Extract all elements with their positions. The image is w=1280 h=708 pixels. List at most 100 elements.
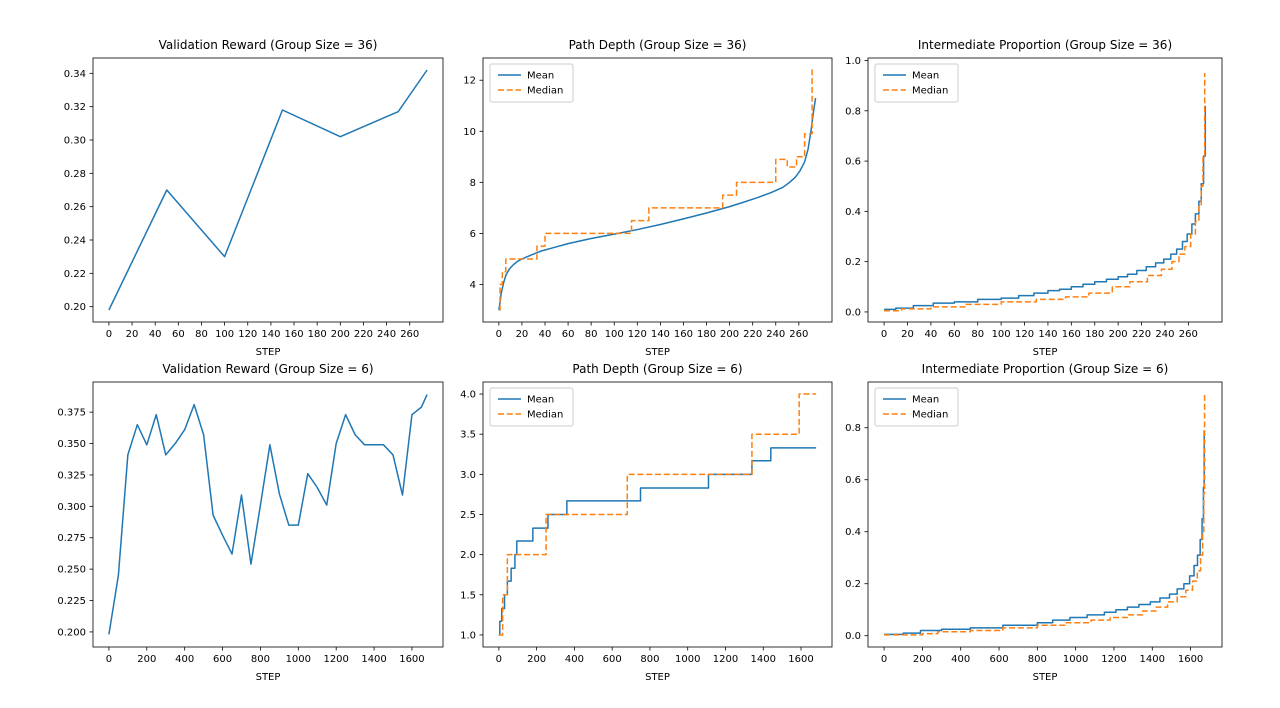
legend-box: [489, 63, 574, 103]
x-tick-label: 160: [284, 329, 303, 340]
x-tick-label: 140: [651, 329, 670, 340]
x-tick-label: 80: [195, 329, 208, 340]
x-tick-label: 220: [1132, 329, 1151, 340]
y-tick-label: 2.5: [460, 510, 476, 521]
y-tick-label: 0.2: [845, 257, 861, 268]
x-tick-label: 0: [106, 329, 112, 340]
x-tick-label: 60: [948, 329, 961, 340]
y-tick-label: 0.28: [64, 169, 86, 180]
chart-intermediate-proportion-group-size-6: Intermediate Proportion (Group Size = 6)…: [845, 362, 1223, 683]
x-tick-label: 1200: [1101, 654, 1126, 665]
x-tick-label: 1200: [323, 654, 348, 665]
y-tick-label: 0.4: [845, 527, 861, 538]
legend-label: Median: [912, 410, 948, 421]
y-tick-label: 0.250: [57, 565, 86, 576]
x-tick-label: 200: [1109, 329, 1128, 340]
x-tick-label: 200: [137, 654, 156, 665]
y-tick-label: 0.20: [64, 302, 86, 313]
y-tick-label: 0.30: [64, 136, 86, 147]
x-tick-label: 1000: [1063, 654, 1088, 665]
x-tick-label: 260: [400, 329, 419, 340]
y-tick-label: 0.4: [845, 207, 861, 218]
y-tick-label: 0.8: [845, 423, 861, 434]
legend-label: Median: [912, 86, 948, 97]
x-tick-label: 400: [175, 654, 194, 665]
x-tick-label: 0: [881, 329, 887, 340]
legend-box: [489, 387, 574, 427]
y-tick-label: 0.225: [57, 596, 86, 607]
chart-intermediate-proportion-group-size-36: Intermediate Proportion (Group Size = 36…: [845, 38, 1223, 358]
chart-path-depth-group-size-6: Path Depth (Group Size = 6) STEP 0 200 400 60…: [460, 362, 833, 683]
x-tick-label: 800: [640, 654, 659, 665]
x-tick-label: 140: [1038, 329, 1057, 340]
legend-box: [874, 63, 959, 103]
chart-title: Path Depth (Group Size = 36): [569, 38, 747, 52]
x-tick-label: 260: [789, 329, 808, 340]
legend-label: Mean: [527, 395, 554, 406]
x-tick-label: 600: [603, 654, 622, 665]
mean-line: [498, 97, 817, 311]
x-tick-label: 180: [308, 329, 327, 340]
x-tick-label: 20: [516, 329, 529, 340]
y-tick-label: 12: [463, 76, 476, 87]
x-tick-label: 0: [881, 654, 887, 665]
y-tick-label: 3.5: [460, 430, 476, 441]
y-tick-label: 8: [470, 178, 476, 189]
x-tick-label: 600: [213, 654, 232, 665]
x-axis-label: STEP: [256, 672, 281, 683]
x-tick-label: 20: [901, 329, 914, 340]
x-tick-label: 400: [565, 654, 584, 665]
x-tick-label: 60: [562, 329, 575, 340]
legend: Mean Median: [874, 63, 959, 103]
x-tick-label: 140: [261, 329, 280, 340]
y-tick-label: 4: [470, 280, 476, 291]
legend-label: Median: [527, 410, 563, 421]
x-tick-label: 1200: [713, 654, 738, 665]
y-tick-label: 1.0: [460, 630, 476, 641]
axes-frame: [867, 57, 1223, 323]
x-tick-label: 200: [913, 654, 932, 665]
x-tick-label: 220: [354, 329, 373, 340]
y-tick-label: 0.6: [845, 475, 861, 486]
chart-validation-reward-group-size-6: Validation Reward (Group Size = 6) STEP 0 2…: [57, 362, 444, 683]
y-tick-label: 0.300: [57, 502, 86, 513]
chart-title: Intermediate Proportion (Group Size = 36…: [918, 38, 1172, 52]
x-tick-label: 20: [126, 329, 139, 340]
mean-line: [498, 447, 817, 636]
axes-frame: [482, 381, 833, 648]
x-tick-label: 120: [628, 329, 647, 340]
chart-title: Path Depth (Group Size = 6): [572, 362, 742, 376]
x-tick-label: 100: [992, 329, 1011, 340]
x-tick-label: 240: [377, 329, 396, 340]
series-line: [108, 69, 428, 311]
x-axis-label: STEP: [1033, 347, 1058, 358]
x-tick-label: 200: [720, 329, 739, 340]
x-tick-label: 0: [106, 654, 112, 665]
x-tick-label: 160: [1062, 329, 1081, 340]
y-tick-label: 0.24: [64, 236, 86, 247]
y-tick-label: 0.34: [64, 69, 86, 80]
chart-path-depth-group-size-36: Path Depth (Group Size = 36) STEP 0 20 40 60 8…: [463, 38, 833, 358]
x-tick-label: 60: [172, 329, 185, 340]
x-tick-label: 120: [1015, 329, 1034, 340]
x-tick-label: 240: [766, 329, 785, 340]
y-tick-label: 2.0: [460, 550, 476, 561]
y-tick-label: 0.275: [57, 533, 86, 544]
x-tick-label: 80: [585, 329, 598, 340]
x-tick-label: 120: [238, 329, 257, 340]
y-tick-label: 0.2: [845, 579, 861, 590]
x-tick-label: 0: [496, 654, 502, 665]
x-tick-label: 400: [951, 654, 970, 665]
y-tick-label: 0.350: [57, 439, 86, 450]
x-tick-label: 600: [989, 654, 1008, 665]
mean-line: [884, 105, 1207, 311]
x-tick-label: 200: [331, 329, 350, 340]
x-tick-label: 80: [971, 329, 984, 340]
y-tick-label: 0.375: [57, 408, 86, 419]
median-line: [498, 393, 817, 636]
x-tick-label: 1000: [675, 654, 700, 665]
x-tick-label: 220: [743, 329, 762, 340]
y-tick-label: 0.8: [845, 106, 861, 117]
